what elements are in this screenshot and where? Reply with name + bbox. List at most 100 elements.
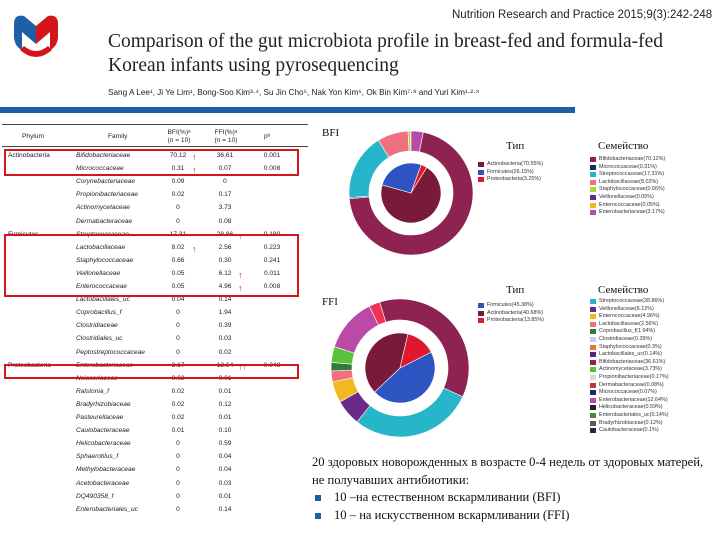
cell-bfi: 0 [176,505,180,513]
cell-family: Coprobacillus_f [76,309,122,317]
cell-ffi: 0.59 [218,440,232,448]
cell-p: 0.011 [263,269,280,277]
table-row: Pasteurellaceae 0.02 0.01 [2,412,308,424]
legend-swatch [590,412,596,418]
cell-bfi: 0 [176,440,180,448]
legend-label: Enterobacteriaceae(3.17%) [599,209,665,216]
cell-ffi: 0.14 [218,505,232,513]
cell-bfi: 0.01 [171,427,185,435]
legend-swatch [590,367,596,373]
table-row: Helicobacteraceae 0 0.59 [2,438,308,450]
legend-swatch [590,202,596,208]
table-row: Actinomycetaceae 0 3.73 [2,202,308,214]
increase-arrow-icon: ↑ [238,269,243,280]
bfi-phylum-heading: Тип [506,140,525,152]
cell-p: 0.001 [263,152,281,159]
study-bullet-ffi: 10 – на искусственном вскармливании (FFI… [312,507,712,525]
cell-bfi: 70.12 [169,152,187,159]
cell-p: 0.008 [263,283,281,290]
table-row: Ralstonia_f 0.02 0.01 [2,386,308,398]
legend-swatch [590,344,596,350]
legend-label: Bradyrhizobiaceae(0.12%) [599,419,663,426]
highlight-firmicutes [4,234,299,297]
cell-bfi: 0.09 [171,178,185,186]
table-row: Enterococcaceae 0.05 4.96 0.008 ↑ [2,281,308,293]
cell-ffi: 0 [223,178,227,186]
table-row: Corynebacteriaceae 0.09 0 [2,176,308,188]
ffi-family-legend-item: Veillonellaceae(6.12%) [590,306,669,314]
header-ffi: FFI(%)ᵃ (n = 10) [209,129,243,145]
journal-reference: Nutrition Research and Practice 2015;9(3… [452,9,713,21]
table-row: Coprobacillus_f 0 1.94 [2,307,308,319]
legend-swatch [478,177,484,183]
ffi-family-legend-item: Staphylococcaceae(0.3%) [590,344,669,352]
legend-label: Firmicutes(45.38%) [487,302,534,308]
table-row: Dermabacteraceae 0 0.08 [2,216,308,228]
cell-ffi: 0.04 [218,453,232,461]
table-row: Bradyrhizobiaceae 0.02 0.12 [2,399,308,411]
legend-label: Enterococcaceae(0.05%) [599,201,660,208]
ffi-phylum-heading: Тип [506,284,525,296]
ffi-outer-slice-8 [368,301,387,326]
cell-family: Helicobacteraceae [76,440,131,448]
legend-swatch [590,194,596,200]
ffi-family-legend-item: Actinomycetaceae(3.73%) [590,366,669,374]
bfi-outer-slice-0 [348,131,474,256]
legend-swatch [478,169,484,175]
cell-ffi: 0.01 [218,492,232,500]
table-row: Enterobacteriales_uc 0 0.14 [2,504,308,516]
highlight-proteobacteria [4,364,299,379]
header-phylum: Phylum [22,133,44,140]
legend-swatch [590,374,596,380]
bfi-family-legend-item: Enterobacteriaceae(3.17%) [590,209,665,217]
table-row: Propionibacteriaceae 0.02 0.17 [2,189,308,201]
legend-label: Clostridiaceae(0.39%) [599,335,653,342]
legend-swatch [590,157,596,162]
cell-ffi: 0.01 [218,387,232,395]
cell-family: Propionibacteriaceae [76,191,138,199]
paper-title: Comparison of the gut microbiota profile… [108,31,664,76]
bfi-donut-chart [348,130,474,256]
bfi-phylum-legend-item: Actinobacteria(70.55%) [478,161,543,169]
cell-family: Bradyrhizobiaceae [76,400,131,408]
cell-bfi: 0 [176,217,180,225]
cell-p: 0.008 [263,165,281,173]
ffi-family-legend-item: Bradyrhizobiaceae(0.12%) [590,420,669,428]
cell-family: Enterococcaceae [76,283,127,290]
cell-family: Veillonellaceae [76,269,121,277]
ffi-family-legend-item: Bifidobacteriaceae(36.61%) [590,359,669,367]
cell-ffi: 0.04 [218,466,232,474]
cell-family: Lactobacillales_uc [76,296,130,304]
table-row: Sphaerotilus_f 0 0.04 [2,451,308,463]
ffi-phylum-legend-item: Actinobacteria(40.68%) [478,310,544,318]
table-row: Clostridiales_uc 0 0.03 [2,333,308,345]
legend-swatch [590,336,596,342]
cell-ffi: 0.03 [218,335,232,343]
table-row: Clostridiaceae 0 0.39 [2,320,308,332]
bfi-outer-slice-7 [410,130,424,153]
legend-label: Coprobacillus_f(1.94%) [599,328,656,335]
ffi-family-legend-item: Enterococcaceae(4.96%) [590,313,669,321]
cell-family: Enterobacteriales_uc [76,505,138,513]
legend-label: Streptococcaceae(28.86%) [599,298,665,304]
cell-ffi: 2.56 [218,243,232,251]
legend-label: Lactobacillaceae(8.02%) [599,178,659,185]
title-divider [0,107,575,113]
cell-family: Dermabacteraceae [76,217,133,225]
ffi-family-legend-item: Enterobacteriales_uc(0.14%) [590,412,669,420]
bfi-chart-label: BFI [322,127,340,139]
cell-ffi: 36.61 [216,152,234,159]
legend-label: Enterobacteriaceae(12.64%) [599,396,668,403]
cell-bfi: 0 [176,322,180,330]
legend-label: Bifidobacteriaceae(70.12%) [599,156,666,162]
legend-swatch [590,390,596,396]
ffi-family-legend-item: Lactobacillales_uc(0.14%) [590,351,669,359]
table-row: Lactobacillales_uc 0.04 0.14 [2,294,308,306]
table-row: Peptostreptococcaceae 0 0.02 [2,347,308,359]
cell-family: Acetobacteraceae [76,479,130,487]
header-bfi-n: (n = 10) [167,137,191,144]
cell-phylum: Actinobacteria [8,152,50,159]
cell-ffi: 0.08 [218,217,232,225]
legend-label: Veillonellaceae(6.12%) [599,305,654,312]
cell-p: 0.223 [263,243,281,251]
